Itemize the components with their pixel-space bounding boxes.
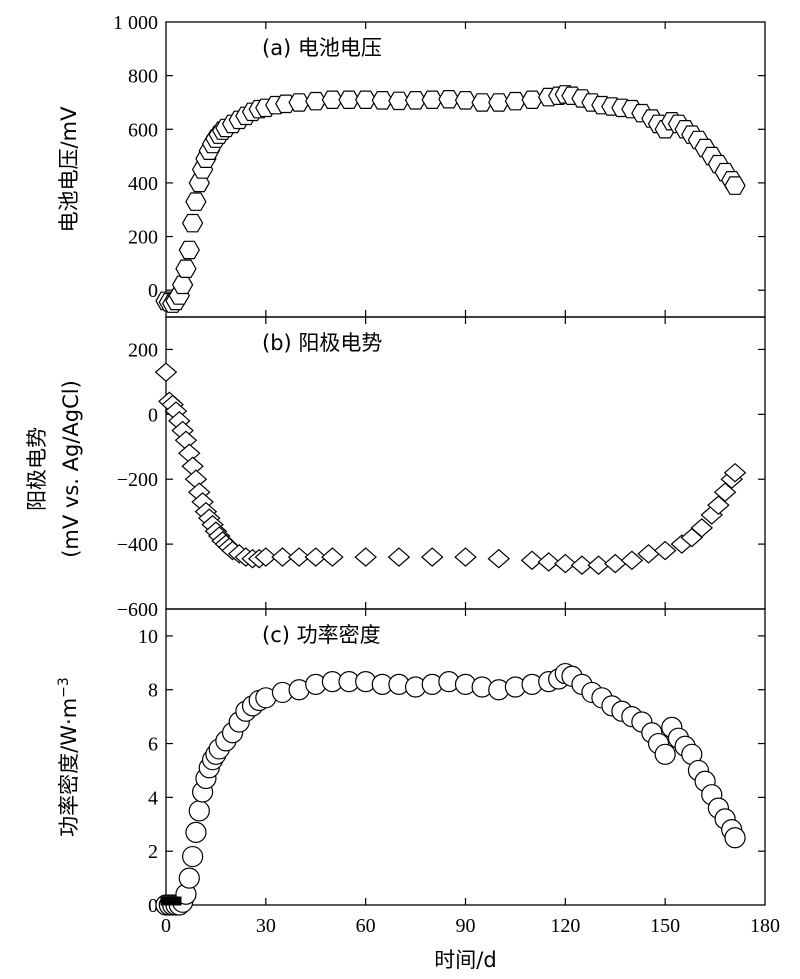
data-point-voltage bbox=[178, 240, 200, 260]
data-point-potential bbox=[487, 548, 511, 569]
x-ticks-c: 0 30 60 90 120 150 180 bbox=[161, 915, 780, 937]
data-point-voltage bbox=[338, 90, 360, 110]
data-point-voltage bbox=[355, 90, 377, 110]
y-ticks-a: 0 200 400 600 800 1 000 bbox=[113, 12, 765, 302]
data-point-potential bbox=[287, 547, 311, 567]
data-point-voltage bbox=[488, 93, 510, 112]
data-point-voltage bbox=[724, 176, 746, 195]
data-point-potential bbox=[271, 547, 294, 567]
data-point-power bbox=[182, 845, 204, 868]
data-point-potential bbox=[653, 540, 677, 561]
panel-title-a: (a) 电池电压 bbox=[262, 36, 382, 60]
data-point-potential bbox=[690, 518, 714, 538]
data-point-potential bbox=[520, 550, 544, 571]
data-point-power bbox=[724, 827, 746, 849]
data-point-voltage bbox=[185, 192, 207, 211]
panel-title-c: (c) 功率密度 bbox=[262, 623, 381, 647]
data-point-power bbox=[178, 867, 200, 889]
data-point-potential bbox=[454, 547, 477, 567]
x-tick-label: 0 bbox=[161, 915, 171, 937]
data-point-potential bbox=[321, 547, 344, 567]
y-axis-title-b: 阳极电势 bbox=[25, 427, 49, 511]
x-tick-label: 120 bbox=[550, 915, 580, 937]
y-tick-label: 1 000 bbox=[113, 12, 158, 34]
data-point-potential bbox=[354, 547, 377, 567]
data-point-voltage bbox=[471, 93, 493, 112]
plot-frame-a bbox=[165, 21, 766, 318]
points-b bbox=[154, 362, 747, 575]
panel-power-density: (c) 功率密度 功率密度/W·m−3 0 2 4 6 8 10 0 30 60 90 120 15… bbox=[56, 608, 780, 972]
data-point-voltage bbox=[388, 91, 410, 111]
data-point-power bbox=[654, 743, 676, 765]
x-tick-label: 180 bbox=[750, 915, 780, 937]
y-tick-label: −600 bbox=[117, 599, 158, 621]
panel-title-b: (b) 阳极电势 bbox=[262, 331, 382, 355]
data-point-potential bbox=[570, 555, 594, 575]
data-point-voltage bbox=[438, 89, 460, 109]
y-ticks-b: −600 −400 −200 0 200 bbox=[117, 339, 765, 621]
panel-cell-voltage: (a) 电池电压 电池电压/mV 0 200 400 600 800 1 000 bbox=[57, 12, 766, 318]
y-tick-label: 400 bbox=[128, 173, 158, 195]
x-tick-label: 90 bbox=[456, 915, 476, 937]
y-tick-label: −200 bbox=[117, 469, 158, 491]
y-axis-title-c: 功率密度/W·m−3 bbox=[56, 677, 81, 837]
x-tick-label: 30 bbox=[256, 915, 276, 937]
data-point-voltage bbox=[175, 259, 197, 278]
y-tick-label: 200 bbox=[128, 227, 158, 249]
data-point-potential bbox=[713, 482, 737, 502]
data-point-voltage bbox=[504, 91, 527, 111]
data-point-voltage bbox=[321, 90, 344, 110]
data-point-potential bbox=[154, 362, 178, 382]
y-tick-label: 800 bbox=[128, 66, 158, 88]
x-tick-label: 60 bbox=[356, 915, 376, 937]
data-point-voltage bbox=[454, 90, 477, 110]
points-c bbox=[155, 662, 746, 916]
x-axis-title: 时间/d bbox=[434, 948, 496, 972]
data-point-potential bbox=[537, 552, 560, 572]
data-point-potential bbox=[554, 553, 577, 574]
data-point-potential bbox=[620, 550, 644, 571]
y-tick-label: 200 bbox=[128, 339, 158, 361]
data-point-potential bbox=[587, 555, 610, 575]
y-axis-title-c-main: 功率密度/W·m bbox=[57, 698, 81, 837]
data-point-potential bbox=[304, 547, 328, 567]
data-point-voltage bbox=[371, 90, 393, 110]
data-point-potential bbox=[723, 462, 747, 483]
data-point-voltage bbox=[171, 275, 194, 295]
y-tick-label: 4 bbox=[148, 787, 158, 809]
y-tick-label: 0 bbox=[148, 895, 158, 917]
data-point-power bbox=[188, 800, 210, 822]
y-tick-label: 6 bbox=[148, 734, 158, 756]
y-tick-label: 0 bbox=[148, 280, 158, 302]
data-point-voltage bbox=[521, 90, 543, 110]
y-tick-label: −400 bbox=[117, 534, 158, 556]
data-point-potential bbox=[387, 547, 411, 567]
data-point-potential bbox=[603, 553, 627, 574]
y-ticks-c: 0 2 4 6 8 10 bbox=[138, 626, 765, 917]
y-tick-label: 0 bbox=[148, 404, 158, 426]
data-point-potential bbox=[420, 547, 444, 567]
data-point-voltage bbox=[288, 93, 310, 112]
data-point-voltage bbox=[404, 90, 427, 110]
y-axis-title-b2: (mV vs. Ag/AgCl) bbox=[59, 380, 83, 558]
y-tick-label: 600 bbox=[128, 119, 158, 141]
data-point-power bbox=[185, 821, 207, 843]
y-axis-title-c-sup: −3 bbox=[56, 677, 72, 698]
y-axis-title-a: 电池电压/mV bbox=[57, 106, 81, 233]
x-tick-label: 150 bbox=[650, 915, 680, 937]
data-point-power-filled bbox=[170, 896, 182, 906]
data-point-voltage bbox=[181, 213, 204, 233]
data-point-voltage bbox=[421, 90, 443, 110]
data-point-potential bbox=[254, 547, 278, 567]
y-tick-label: 10 bbox=[138, 626, 158, 648]
y-tick-label: 8 bbox=[148, 680, 158, 702]
panel-anode-potential: (b) 阳极电势 阳极电势 (mV vs. Ag/AgCl) −600−400−… bbox=[25, 316, 766, 621]
points-a bbox=[155, 85, 746, 313]
y-tick-label: 2 bbox=[148, 841, 158, 863]
data-point-voltage bbox=[305, 91, 327, 111]
